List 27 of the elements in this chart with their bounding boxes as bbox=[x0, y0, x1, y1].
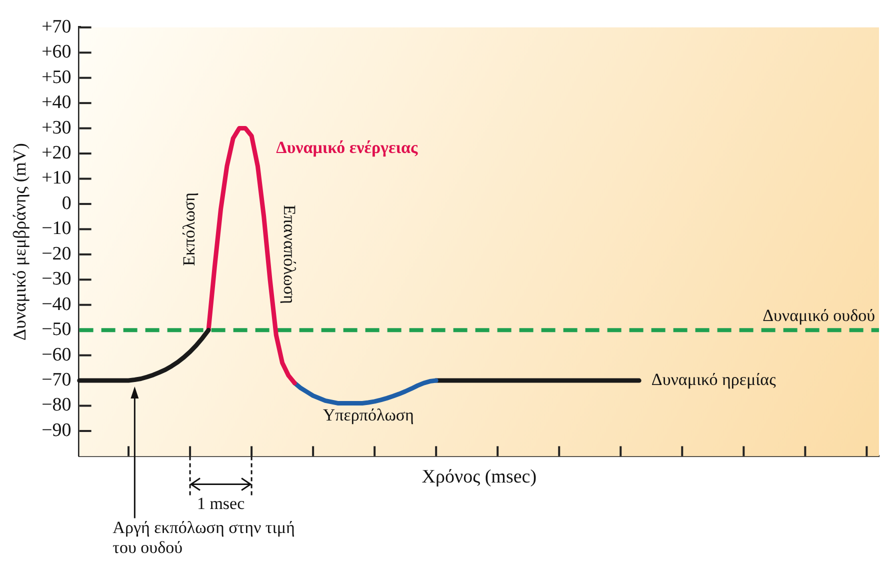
y-tick-label: +10 bbox=[42, 168, 72, 189]
annotation: Δυναμικό ηρεμίας bbox=[651, 370, 776, 389]
y-tick-label: −80 bbox=[42, 394, 72, 416]
y-tick-label: +70 bbox=[42, 16, 72, 38]
y-tick-label: +20 bbox=[42, 142, 72, 164]
text: Αργή εκπόλωση στην τιμή του ουδού bbox=[112, 518, 295, 558]
y-tick-label: −10 bbox=[42, 218, 72, 240]
y-tick-label: −50 bbox=[42, 319, 72, 340]
y-tick-label: −60 bbox=[42, 344, 72, 366]
annotation: Εκπόλωση bbox=[180, 192, 199, 266]
y-tick-label: +50 bbox=[42, 66, 72, 88]
annotation: Υπερπόλωση bbox=[322, 405, 414, 424]
annotation: Επαναπόλωση bbox=[280, 204, 299, 304]
y-tick-label: −90 bbox=[42, 420, 72, 441]
y-tick-label: −30 bbox=[42, 268, 72, 290]
y-tick-label: +30 bbox=[42, 117, 72, 138]
y-tick-label: 0 bbox=[62, 192, 72, 214]
y-tick-label: +40 bbox=[42, 92, 72, 114]
annotation: Δυναμικό ενέργειας bbox=[276, 138, 419, 157]
y-tick-label: −20 bbox=[42, 243, 72, 264]
y-tick-label: +60 bbox=[42, 42, 72, 63]
ref-line-label: Δυναμικό ουδού bbox=[762, 306, 875, 326]
text: 1 msec bbox=[196, 494, 246, 514]
y-axis-title: Δυναμικό μεμβράνης (mV) bbox=[10, 143, 30, 340]
x-axis-title: Χρόνος (msec) bbox=[422, 466, 537, 488]
y-tick-label: −40 bbox=[42, 294, 72, 315]
y-tick-label: −70 bbox=[42, 370, 72, 391]
